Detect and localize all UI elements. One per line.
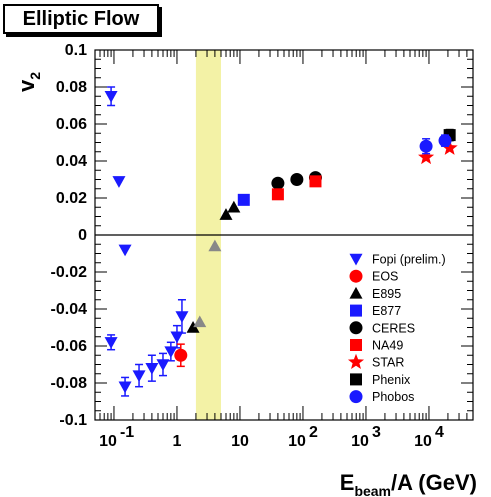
data-point-fopi-prelim: [118, 244, 132, 257]
legend-label: Phobos: [372, 390, 414, 404]
y-tick-label: 0.04: [56, 153, 87, 170]
data-point-eos: [174, 348, 188, 362]
legend-label: Phenix: [372, 373, 411, 387]
legend-marker: [349, 286, 363, 299]
y-tick-label: 0.02: [56, 190, 87, 207]
data-point-e895: [193, 315, 207, 328]
data-point-fopi-prelim: [175, 311, 189, 323]
legend-marker: [349, 321, 363, 335]
data-point-e895: [219, 208, 233, 220]
x-axis-title: Ebeam/A (GeV): [340, 470, 477, 497]
y-axis-title: v2: [14, 72, 43, 92]
legend-marker: [350, 304, 362, 317]
data-point-fopi-prelim: [156, 359, 170, 371]
chart-title: Elliptic Flow: [3, 4, 159, 34]
data-point-e895: [186, 321, 200, 333]
y-tick-label: -0.04: [51, 301, 88, 318]
x-tick-label: 10: [231, 433, 249, 450]
data-point-phobos: [438, 134, 452, 148]
legend-label: Fopi (prelim.): [372, 253, 446, 267]
y-tick-label: -0.08: [51, 375, 88, 392]
legend-marker: [349, 253, 363, 266]
data-point-fopi-prelim: [104, 91, 118, 103]
legend-label: EOS: [372, 270, 398, 284]
y-tick-label: 0.06: [56, 116, 87, 133]
legend-label: NA49: [372, 339, 403, 353]
x-tick-label: 10: [351, 433, 369, 450]
y-tick-label: -0.02: [51, 264, 88, 281]
data-point-fopi-prelim: [164, 346, 178, 359]
legend-marker: [347, 353, 365, 370]
x-tick-exponent: 3: [372, 424, 381, 441]
data-point-phobos: [419, 139, 433, 153]
legend-marker: [349, 269, 363, 283]
data-point-star: [441, 139, 458, 155]
y-tick-label: 0.08: [56, 79, 87, 96]
data-point-na49: [309, 175, 322, 188]
data-point-fopi-prelim: [118, 381, 132, 394]
legend-label: CERES: [372, 321, 415, 335]
data-point-e895: [208, 239, 222, 252]
x-tick-label: 10: [288, 433, 306, 450]
y-tick-label: -0.1: [59, 412, 87, 429]
legend-label: E895: [372, 287, 401, 301]
data-point-fopi-prelim: [170, 331, 184, 344]
data-point-ceres: [290, 173, 304, 186]
data-point-na49: [271, 188, 284, 201]
data-point-fopi-prelim: [132, 370, 146, 383]
x-tick-exponent: 4: [435, 424, 444, 441]
x-tick-label: 10: [99, 433, 117, 450]
y-tick-label: 0.1: [65, 42, 87, 59]
y-tick-label: 0: [78, 227, 87, 244]
x-tick-exponent: 2: [309, 424, 318, 441]
data-point-fopi-prelim: [112, 176, 126, 188]
legend-marker: [349, 390, 363, 404]
x-tick-exponent: -1: [120, 424, 134, 441]
legend-marker: [350, 373, 362, 386]
data-point-ceres: [271, 176, 285, 190]
legend-label: STAR: [372, 356, 404, 370]
x-tick-label: 1: [173, 433, 182, 450]
legend-marker: [350, 339, 362, 351]
data-point-star: [418, 148, 435, 165]
data-point-fopi-prelim: [145, 363, 159, 375]
data-point-fopi-prelim: [104, 337, 118, 349]
data-point-e895: [227, 200, 241, 213]
legend-label: E877: [372, 304, 401, 318]
y-tick-label: -0.06: [51, 338, 88, 355]
data-point-e877: [237, 193, 250, 206]
x-tick-label: 10: [414, 433, 432, 450]
